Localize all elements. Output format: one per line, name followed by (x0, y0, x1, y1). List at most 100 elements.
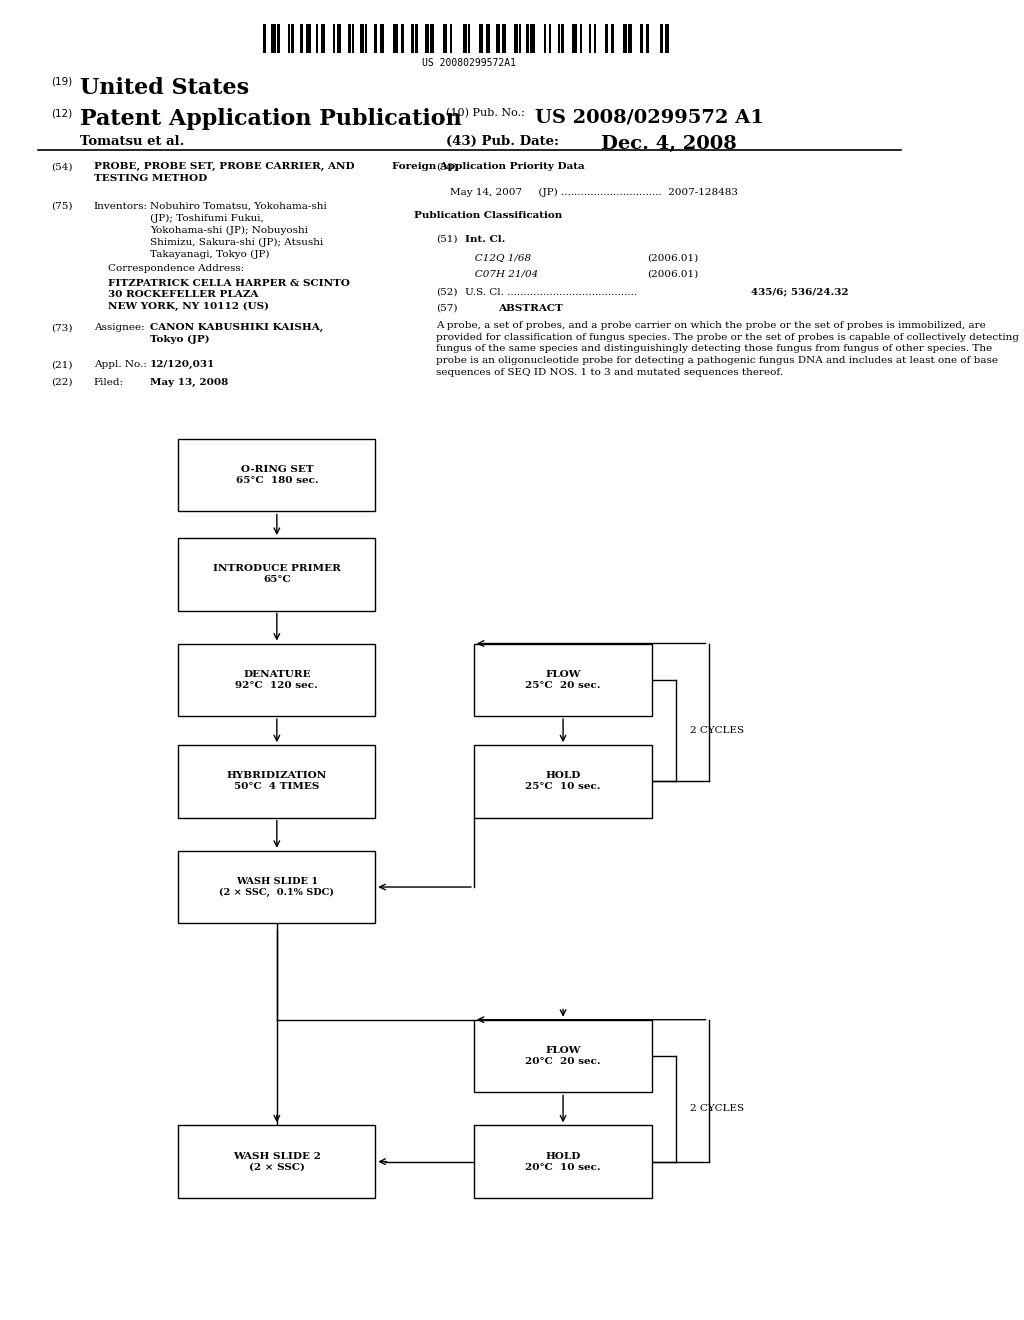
Text: U.S. Cl. ........................................: U.S. Cl. ...............................… (465, 288, 637, 297)
Bar (659, 24, 663, 53)
Text: (10) Pub. No.:: (10) Pub. No.: (445, 108, 524, 119)
Bar (415, 24, 418, 53)
Text: HOLD
20°C  10 sec.: HOLD 20°C 10 sec. (525, 1151, 601, 1172)
Text: (21): (21) (51, 360, 73, 370)
Text: 2 CYCLES: 2 CYCLES (690, 1105, 743, 1113)
Text: A probe, a set of probes, and a probe carrier on which the probe or the set of p: A probe, a set of probes, and a probe ca… (436, 321, 1019, 378)
FancyBboxPatch shape (178, 1125, 376, 1199)
Bar (333, 24, 335, 53)
Text: CANON KABUSHIKI KAISHA,
Tokyo (JP): CANON KABUSHIKI KAISHA, Tokyo (JP) (151, 323, 324, 345)
FancyBboxPatch shape (178, 744, 376, 818)
Text: May 13, 2008: May 13, 2008 (151, 378, 228, 387)
Text: (75): (75) (51, 202, 73, 211)
Bar (348, 24, 351, 53)
Bar (291, 24, 294, 53)
Bar (450, 24, 453, 53)
Bar (590, 24, 591, 53)
Text: (2006.01): (2006.01) (647, 269, 698, 279)
Bar (502, 24, 506, 53)
Bar (561, 24, 564, 53)
Text: (19): (19) (51, 77, 73, 87)
Text: (2006.01): (2006.01) (647, 253, 698, 263)
Text: May 14, 2007     (JP) ...............................  2007-128483: May 14, 2007 (JP) ......................… (451, 187, 738, 197)
FancyBboxPatch shape (178, 851, 376, 924)
Bar (360, 24, 365, 53)
Bar (366, 24, 367, 53)
FancyBboxPatch shape (178, 539, 376, 610)
Bar (549, 24, 551, 53)
Text: (54): (54) (51, 162, 73, 172)
Bar (380, 24, 384, 53)
Text: Assignee:: Assignee: (94, 323, 144, 333)
Bar (572, 24, 578, 53)
Bar (605, 24, 608, 53)
Bar (468, 24, 470, 53)
Bar (375, 24, 377, 53)
Bar (514, 24, 518, 53)
Text: HYBRIDIZATION
50°C  4 TIMES: HYBRIDIZATION 50°C 4 TIMES (226, 771, 327, 792)
Text: Tomatsu et al.: Tomatsu et al. (80, 135, 184, 148)
Text: (57): (57) (436, 304, 458, 313)
Bar (316, 24, 318, 53)
Bar (425, 24, 429, 53)
Bar (519, 24, 521, 53)
Bar (352, 24, 354, 53)
Bar (306, 24, 310, 53)
Text: Int. Cl.: Int. Cl. (465, 235, 505, 244)
Text: Filed:: Filed: (94, 378, 124, 387)
Text: Publication Classification: Publication Classification (414, 211, 562, 220)
Text: Foreign Application Priority Data: Foreign Application Priority Data (392, 162, 585, 172)
Text: (43) Pub. Date:: (43) Pub. Date: (445, 135, 559, 148)
Bar (463, 24, 467, 53)
Bar (580, 24, 582, 53)
Text: INTRODUCE PRIMER
65°C: INTRODUCE PRIMER 65°C (213, 564, 341, 585)
FancyBboxPatch shape (474, 1125, 652, 1199)
Bar (530, 24, 535, 53)
Text: 435/6; 536/24.32: 435/6; 536/24.32 (751, 288, 849, 297)
Bar (263, 24, 265, 53)
Text: WASH SLIDE 1
(2 × SSC,  0.1% SDC): WASH SLIDE 1 (2 × SSC, 0.1% SDC) (219, 876, 334, 898)
Text: 2 CYCLES: 2 CYCLES (690, 726, 743, 735)
Bar (594, 24, 596, 53)
Text: (51): (51) (436, 235, 458, 244)
FancyBboxPatch shape (178, 438, 376, 511)
Bar (411, 24, 414, 53)
Bar (545, 24, 546, 53)
Bar (300, 24, 303, 53)
Text: Appl. No.:: Appl. No.: (94, 360, 146, 370)
Text: ABSTRACT: ABSTRACT (498, 304, 562, 313)
FancyBboxPatch shape (474, 644, 652, 715)
Bar (321, 24, 325, 53)
Text: HOLD
25°C  10 sec.: HOLD 25°C 10 sec. (525, 771, 601, 792)
Text: (73): (73) (51, 323, 73, 333)
FancyBboxPatch shape (178, 644, 376, 715)
Text: Nobuhiro Tomatsu, Yokohama-shi
(JP); Toshifumi Fukui,
Yokohama-shi (JP); Nobuyos: Nobuhiro Tomatsu, Yokohama-shi (JP); Tos… (151, 202, 327, 259)
Text: WASH SLIDE 2
(2 × SSC): WASH SLIDE 2 (2 × SSC) (232, 1151, 321, 1172)
Bar (337, 24, 341, 53)
Text: FLOW
20°C  20 sec.: FLOW 20°C 20 sec. (525, 1045, 601, 1067)
Bar (443, 24, 446, 53)
Text: Dec. 4, 2008: Dec. 4, 2008 (601, 135, 736, 153)
Text: (52): (52) (436, 288, 458, 297)
Bar (628, 24, 632, 53)
Bar (497, 24, 500, 53)
Bar (400, 24, 403, 53)
Text: US 20080299572A1: US 20080299572A1 (422, 58, 516, 69)
Text: C12Q 1/68: C12Q 1/68 (465, 253, 530, 263)
Text: O-RING SET
65°C  180 sec.: O-RING SET 65°C 180 sec. (236, 465, 318, 486)
Text: PROBE, PROBE SET, PROBE CARRIER, AND
TESTING METHOD: PROBE, PROBE SET, PROBE CARRIER, AND TES… (94, 162, 354, 183)
Text: US 2008/0299572 A1: US 2008/0299572 A1 (535, 108, 764, 127)
Text: FLOW
25°C  20 sec.: FLOW 25°C 20 sec. (525, 669, 601, 690)
Bar (478, 24, 483, 53)
Bar (288, 24, 290, 53)
Text: Correspondence Address:: Correspondence Address: (108, 264, 244, 273)
Bar (646, 24, 649, 53)
Text: Inventors:: Inventors: (94, 202, 147, 211)
Text: (12): (12) (51, 108, 73, 119)
Text: (22): (22) (51, 378, 73, 387)
Text: C07H 21/04: C07H 21/04 (465, 269, 538, 279)
Text: United States: United States (80, 77, 249, 99)
FancyBboxPatch shape (474, 1019, 652, 1093)
Bar (525, 24, 529, 53)
Text: Patent Application Publication: Patent Application Publication (80, 108, 462, 131)
